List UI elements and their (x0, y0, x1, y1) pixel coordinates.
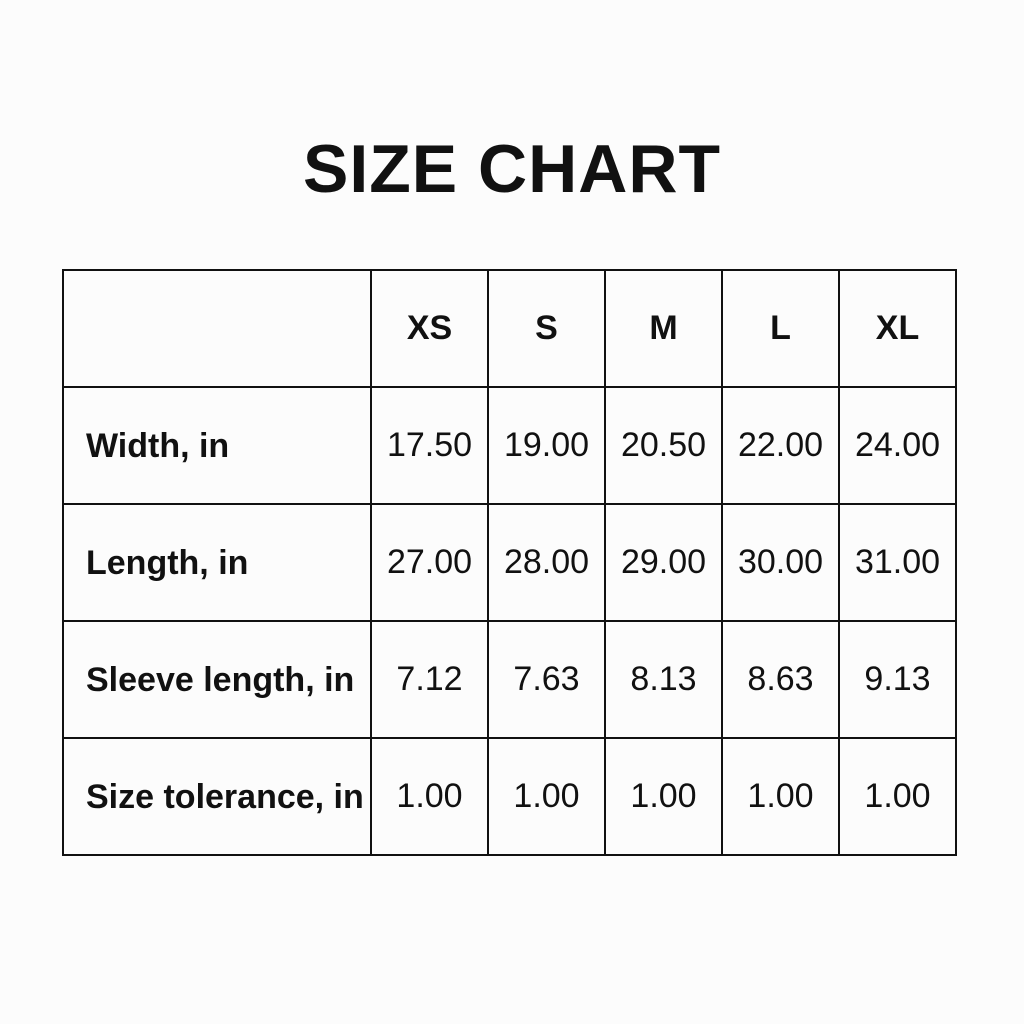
table-cell: 24.00 (838, 386, 957, 505)
column-header: S (487, 269, 606, 388)
row-label: Size tolerance, in (62, 737, 372, 856)
table-cell: 31.00 (838, 503, 957, 622)
table-cell: 19.00 (487, 386, 606, 505)
table-cell: 17.50 (370, 386, 489, 505)
table-cell: 1.00 (604, 737, 723, 856)
table-cell: 27.00 (370, 503, 489, 622)
table-row: Length, in 27.00 28.00 29.00 30.00 31.00 (62, 503, 957, 622)
table-cell: 28.00 (487, 503, 606, 622)
corner-cell (62, 269, 372, 388)
size-table: XS S M L XL Width, in 17.50 19.00 20.50 22.0… (62, 269, 957, 856)
table-cell: 22.00 (721, 386, 840, 505)
table-row: Sleeve length, in 7.12 7.63 8.13 8.63 9.13 (62, 620, 957, 739)
header-row: XS S M L XL (62, 269, 957, 388)
table-cell: 29.00 (604, 503, 723, 622)
table-cell: 9.13 (838, 620, 957, 739)
table-cell: 1.00 (487, 737, 606, 856)
table-cell: 7.12 (370, 620, 489, 739)
row-label: Sleeve length, in (62, 620, 372, 739)
column-header: XL (838, 269, 957, 388)
table-cell: 1.00 (370, 737, 489, 856)
column-header: M (604, 269, 723, 388)
row-label: Width, in (62, 386, 372, 505)
table-row: Width, in 17.50 19.00 20.50 22.00 24.00 (62, 386, 957, 505)
page-title: SIZE CHART (303, 131, 721, 207)
row-label: Length, in (62, 503, 372, 622)
table-cell: 20.50 (604, 386, 723, 505)
table-cell: 30.00 (721, 503, 840, 622)
table-cell: 1.00 (838, 737, 957, 856)
table-cell: 1.00 (721, 737, 840, 856)
table-cell: 8.13 (604, 620, 723, 739)
table-row: Size tolerance, in 1.00 1.00 1.00 1.00 1.00 (62, 737, 957, 856)
column-header: XS (370, 269, 489, 388)
table-cell: 7.63 (487, 620, 606, 739)
column-header: L (721, 269, 840, 388)
table-cell: 8.63 (721, 620, 840, 739)
